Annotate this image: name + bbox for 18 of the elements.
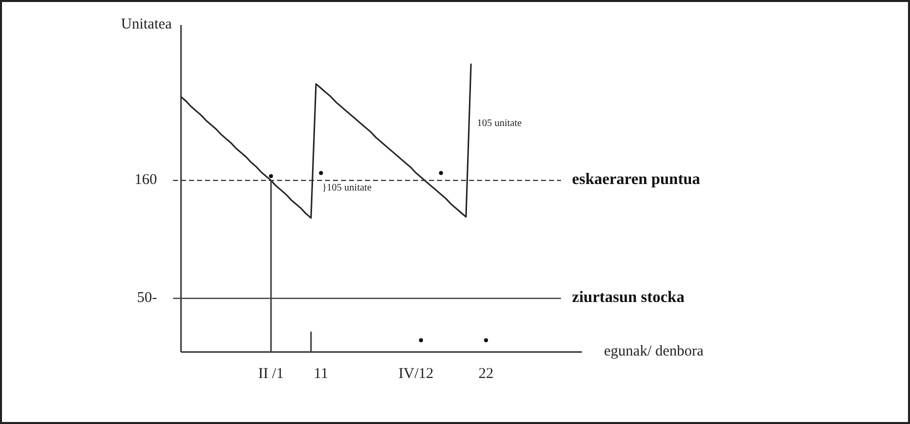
point — [439, 170, 443, 175]
x-axis-title: egunak/ denbora — [604, 343, 704, 360]
point — [269, 174, 273, 178]
ref-line-label: eskaeraren puntua — [572, 171, 700, 188]
annotation: }105 unitate — [322, 182, 372, 194]
line-series — [180, 62, 472, 219]
y-tick-label: 160 — [134, 172, 157, 188]
annotation: 105 unitate — [477, 118, 522, 129]
y-axis-title: Unitatea — [121, 16, 172, 33]
x-tick-label: 11 — [314, 366, 328, 382]
x-tick-label: IV/12 — [398, 366, 434, 382]
y-tick-label: 50- — [137, 290, 157, 306]
point — [319, 170, 323, 175]
x-tick-label: II /1 — [258, 366, 284, 382]
point — [419, 338, 423, 342]
ref-line-label: ziurtasun stocka — [572, 289, 684, 306]
x-tick-label: 22 — [478, 366, 494, 382]
point — [484, 338, 488, 342]
